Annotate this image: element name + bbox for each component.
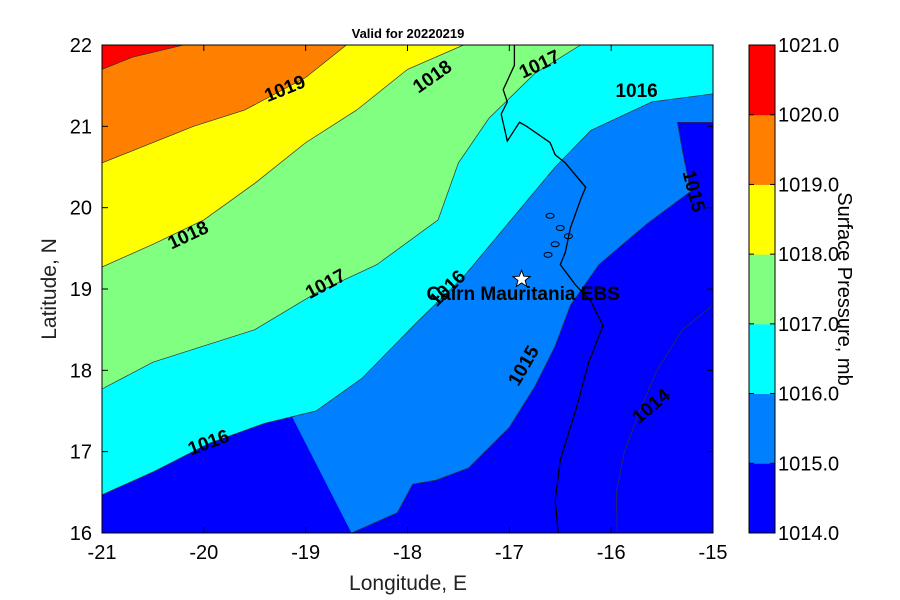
x-tick-label: -20 [189,542,218,564]
contour-label-3: 1016 [615,81,657,102]
chart-title: Valid for 20220219 [352,26,465,41]
colorbar-tick-label: 1020.0 [778,105,839,127]
coastline-path [500,45,604,533]
colorbar-tick-label: 1014.0 [778,523,839,545]
x-axis-ticks: -21 -20 -19 -18 -17 -16 -15 [88,45,728,564]
contour-line-1020 [102,45,184,70]
x-tick-label: -19 [291,542,320,564]
contour-line-1018 [102,45,464,268]
island-2 [550,241,560,248]
contour-line-1016 [102,93,713,496]
x-tick-label: -21 [88,542,117,564]
station-star-icon [511,268,532,288]
island-1 [555,225,565,231]
station-label: Cairn Mauritania EBS [427,284,620,305]
colorbar-tick-label: 1017.0 [778,314,839,336]
island-4 [543,251,553,258]
y-tick-label: 22 [70,35,92,57]
contour-lines [102,45,713,533]
contour-line-1017 [102,45,581,390]
contour-fill-1019 [102,45,347,163]
x-tick-label: -18 [393,542,422,564]
coastline [500,45,604,533]
y-tick-label: 17 [70,442,92,464]
x-tick-label: -16 [597,542,626,564]
colorbar-tick-label: 1015.0 [778,453,839,475]
colorbar-band-1014 [749,463,775,534]
colorbar-label: Surface Pressure, mb [833,192,855,385]
contour-line-1014 [615,305,713,533]
colorbar-tick-label: 1018.0 [778,244,839,266]
contour-line-1019 [102,45,347,164]
x-tick-label: -15 [699,542,728,564]
contour-fills [102,45,713,533]
colorbar: 1014.0 1015.0 1016.0 1017.0 1018.0 1019.0 1020… [748,35,839,545]
y-tick-label: 21 [70,116,92,138]
island-3 [563,233,573,240]
colorbar-band-1020 [749,45,775,116]
contour-fill-1020 [102,45,184,70]
colorbar-band-1018 [749,184,775,255]
colorbar-band-1017 [749,254,775,325]
y-tick-label: 16 [70,523,92,545]
colorbar-tick-label: 1021.0 [778,35,839,57]
y-tick-label: 19 [70,279,92,301]
y-tick-label: 20 [70,198,92,220]
island-0 [545,212,555,219]
x-axis-label: Longitude, E [349,572,467,595]
colorbar-band-1015 [749,393,775,464]
colorbar-tick-label: 1016.0 [778,384,839,406]
station-marker: Cairn Mauritania EBS [427,268,620,305]
y-axis-ticks: 16 17 18 19 20 21 22 [70,35,713,545]
colorbar-band-1019 [749,114,775,185]
x-tick-label: -17 [495,542,524,564]
colorbar-frame [748,44,776,534]
y-tick-label: 18 [70,360,92,382]
contour-line-1015 [351,121,713,533]
colorbar-band-1016 [749,323,775,395]
y-axis-label: Latitude, N [38,238,61,340]
colorbar-tick-label: 1019.0 [778,174,839,196]
